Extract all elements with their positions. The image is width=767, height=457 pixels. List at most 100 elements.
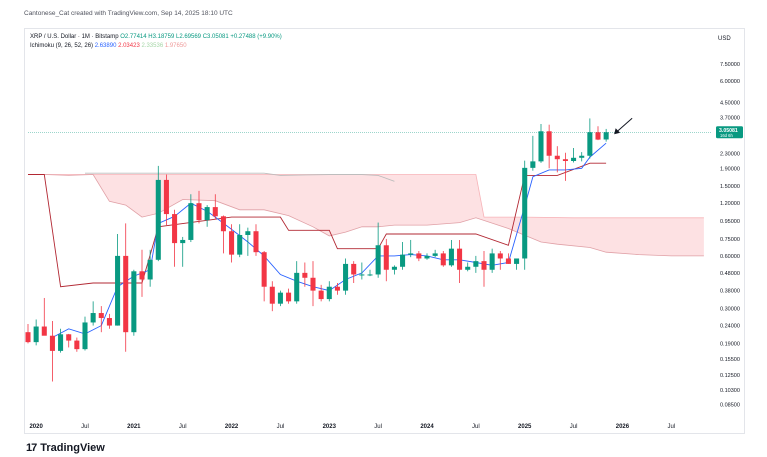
candle-body[interactable] [245, 231, 251, 235]
candle-body[interactable] [343, 263, 349, 291]
candle-body[interactable] [489, 253, 495, 270]
candle-body[interactable] [538, 131, 544, 162]
candle-body[interactable] [220, 216, 226, 232]
y-tick-label: 6.00000 [720, 79, 740, 85]
candle-body[interactable] [457, 248, 463, 270]
price-badge[interactable] [716, 126, 743, 139]
candle-body[interactable] [106, 318, 112, 326]
candle-body[interactable] [98, 313, 104, 319]
candle-body[interactable] [147, 259, 153, 280]
candle-body[interactable] [391, 266, 397, 270]
y-tick-label: 0.75000 [720, 237, 740, 243]
candle-body[interactable] [603, 132, 609, 140]
candle-body[interactable] [131, 271, 137, 333]
candle-body[interactable] [115, 255, 121, 326]
candle-body[interactable] [74, 340, 80, 350]
candle-body[interactable] [318, 290, 324, 300]
candle-body[interactable] [269, 286, 275, 304]
candle-body[interactable] [25, 332, 31, 343]
candle-body[interactable] [41, 326, 47, 336]
candle-body[interactable] [302, 272, 308, 278]
indicator-name[interactable]: Ichimoku (9, 26, 52, 26) [30, 43, 94, 49]
x-tick-label: 2026 [616, 424, 630, 430]
candle-body[interactable] [351, 263, 357, 275]
candle-body[interactable] [571, 157, 577, 162]
candle-body[interactable] [123, 255, 129, 333]
candle-body[interactable] [237, 234, 243, 255]
candle-body[interactable] [416, 253, 422, 259]
candle-body[interactable] [522, 167, 528, 259]
symbol-name[interactable]: XRP / U.S. Dollar · 1M · Bitstamp [30, 34, 119, 40]
candle-body[interactable] [579, 155, 585, 158]
candle-body[interactable] [261, 252, 267, 287]
indicator-value-4: 1.97650 [164, 43, 187, 49]
chart-frame[interactable] [24, 28, 745, 434]
candle-body[interactable] [440, 253, 446, 266]
candle-body[interactable] [172, 214, 178, 244]
indicator-value-2: 2.03423 [118, 43, 140, 49]
candle-body[interactable] [90, 313, 96, 323]
tradingview-logo: 17 TradingView [26, 442, 105, 454]
candle-body[interactable] [82, 322, 88, 350]
candle-body[interactable] [139, 271, 145, 280]
legend-high: H3.18759 [148, 34, 175, 40]
x-tick-label: Jul [570, 424, 578, 430]
x-tick-label: 2023 [323, 424, 337, 430]
candle-body[interactable] [587, 132, 593, 156]
y-tick-label: 0.24000 [720, 324, 740, 330]
candle-body[interactable] [49, 335, 55, 351]
candle-body[interactable] [375, 245, 381, 275]
candle-body[interactable] [326, 286, 332, 300]
candle-body[interactable] [66, 334, 72, 341]
candle-body[interactable] [163, 179, 169, 215]
candle-body[interactable] [497, 253, 503, 259]
x-tick-label: 2024 [420, 424, 434, 430]
candle-body[interactable] [359, 274, 365, 276]
currency-label[interactable]: USD [718, 36, 731, 42]
x-tick-label: Jul [667, 424, 675, 430]
candle-body[interactable] [188, 203, 194, 240]
candle-body[interactable] [562, 159, 568, 162]
y-tick-label: 3.70000 [720, 116, 740, 122]
candle-body[interactable] [58, 334, 64, 351]
candle-body[interactable] [514, 258, 520, 264]
candle-body[interactable] [481, 261, 487, 270]
candle-body[interactable] [294, 272, 300, 302]
x-tick-label: 2021 [127, 424, 141, 430]
candle-body[interactable] [180, 239, 186, 244]
candle-body[interactable] [473, 261, 479, 267]
candle-body[interactable] [212, 207, 218, 217]
candle-body[interactable] [448, 248, 454, 266]
candle-body[interactable] [253, 231, 259, 253]
candle-body[interactable] [229, 231, 235, 255]
candle-body[interactable] [334, 286, 340, 291]
candle-body[interactable] [196, 203, 202, 221]
x-tick-label: Jul [81, 424, 89, 430]
candle-body[interactable] [367, 274, 373, 276]
candle-body[interactable] [155, 179, 161, 260]
candle-body[interactable] [505, 258, 511, 264]
candle-body[interactable] [400, 254, 406, 267]
price-badge-value: 3.05081 [719, 128, 738, 134]
candle-body[interactable] [530, 161, 536, 168]
candle-body[interactable] [595, 132, 601, 140]
candle-body[interactable] [383, 245, 389, 270]
symbol-legend: XRP / U.S. Dollar · 1M · Bitstamp O2.774… [30, 34, 282, 40]
candle-body[interactable] [424, 255, 430, 259]
candle-body[interactable] [432, 253, 438, 256]
candle-body[interactable] [286, 292, 292, 302]
y-tick-label: 0.60000 [720, 254, 740, 260]
candle-body[interactable] [310, 277, 316, 291]
candle-body[interactable] [546, 131, 552, 156]
x-tick-label: Jul [179, 424, 187, 430]
y-tick-label: 1.90000 [720, 166, 740, 172]
candle-body[interactable] [554, 155, 560, 160]
candle-body[interactable] [204, 207, 210, 221]
candle-body[interactable] [408, 253, 414, 255]
y-tick-label: 2.30000 [720, 152, 740, 158]
candle-body[interactable] [33, 326, 39, 343]
lagging-span-line [85, 172, 395, 182]
candle-body[interactable] [465, 266, 471, 270]
candle-body[interactable] [277, 292, 283, 304]
